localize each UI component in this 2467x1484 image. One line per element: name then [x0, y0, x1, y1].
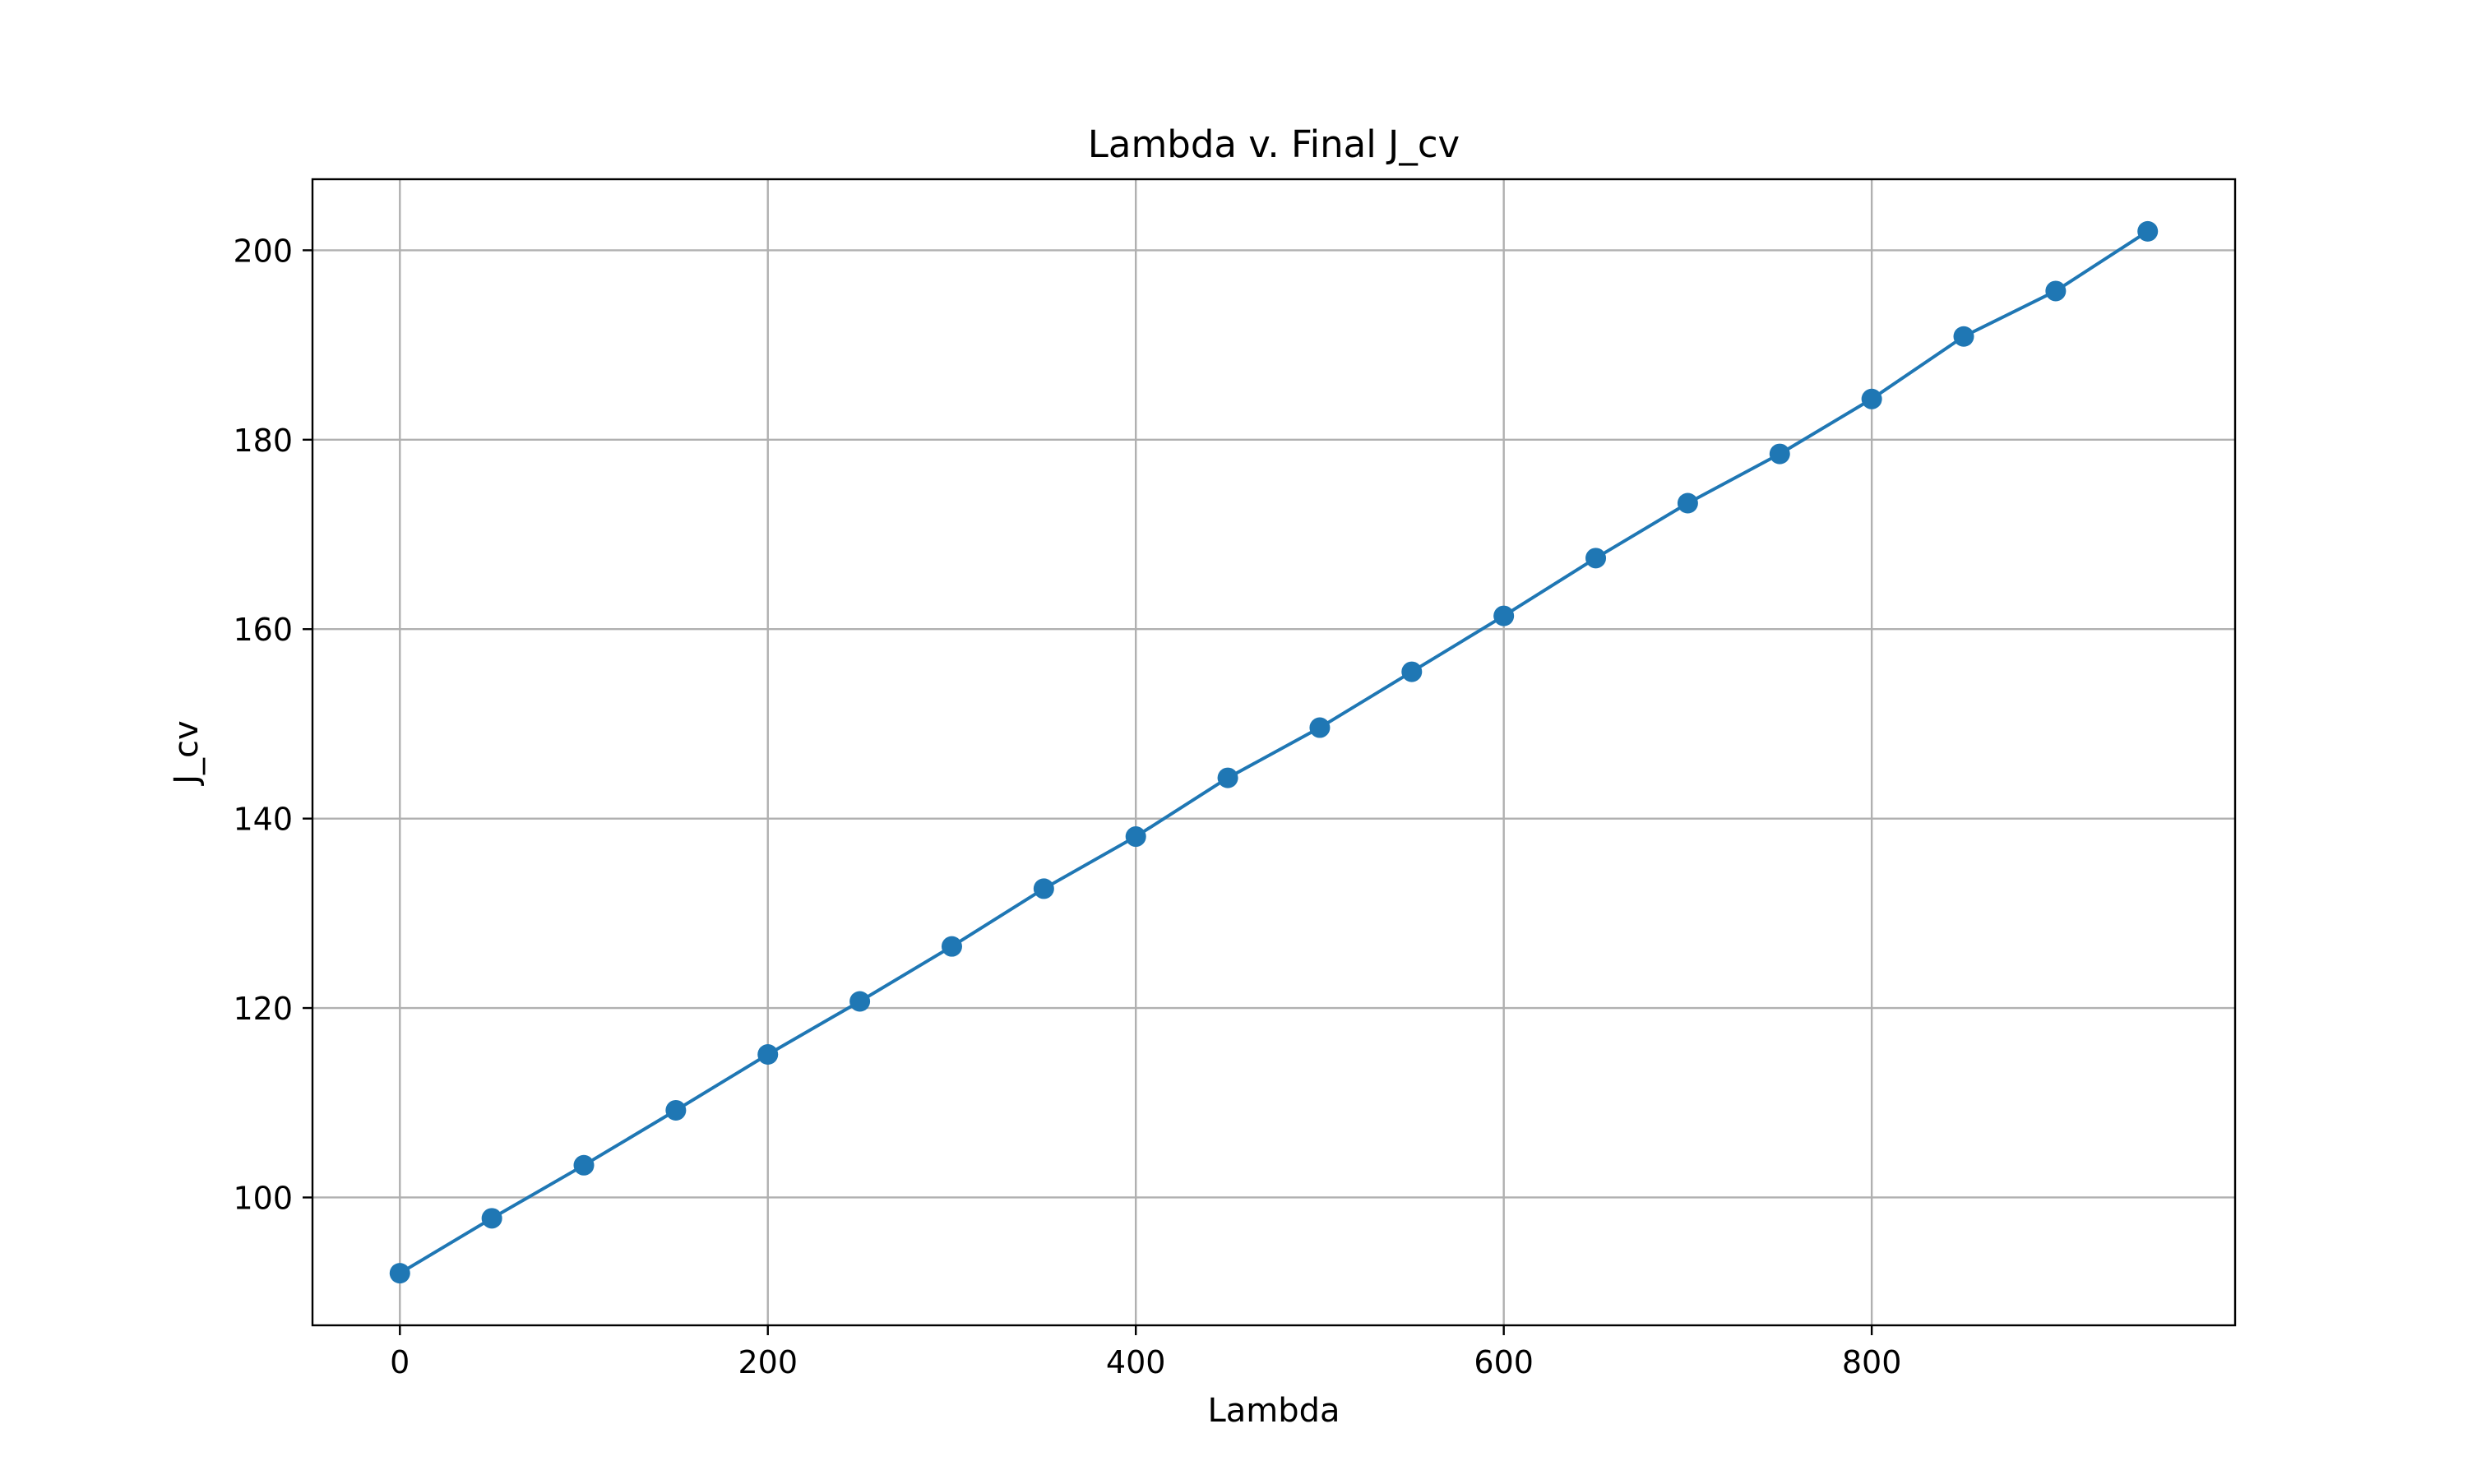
data-point-17: [1953, 326, 1974, 347]
x-tick-label-2: 400: [1106, 1344, 1166, 1380]
x-tick-label-1: 200: [738, 1344, 798, 1380]
data-point-18: [2045, 280, 2067, 302]
series-line-0: [397, 229, 2150, 1276]
data-point-5: [849, 991, 871, 1012]
data-point-13: [1585, 548, 1607, 569]
data-point-8: [1125, 826, 1146, 848]
y-tick-label-1: 120: [233, 991, 293, 1027]
data-point-1: [481, 1208, 502, 1229]
x-axis-label: Lambda: [1207, 1392, 1340, 1430]
grid: [312, 179, 2235, 1325]
ticks: 0 200 400 600 800 100 120 140 160 180 200: [233, 233, 1901, 1380]
data-point-4: [757, 1044, 779, 1066]
data-point-15: [1769, 443, 1790, 465]
data-point-12: [1493, 605, 1515, 626]
y-tick-label-3: 160: [233, 612, 293, 648]
y-tick-label-4: 180: [233, 423, 293, 459]
data-point-11: [1401, 661, 1423, 682]
data-point-6: [941, 936, 962, 957]
data-point-7: [1033, 878, 1054, 899]
x-tick-label-0: 0: [390, 1344, 410, 1380]
data-point-3: [665, 1099, 687, 1121]
chart-title: Lambda v. Final J_cv: [1088, 123, 1460, 166]
data-point-0: [389, 1263, 410, 1284]
x-tick-label-4: 800: [1842, 1344, 1902, 1380]
data-point-10: [1309, 717, 1331, 738]
data-point-19: [2137, 220, 2159, 242]
plot-frame: [311, 178, 2237, 1327]
y-tick-label-5: 200: [233, 233, 293, 269]
data-point-14: [1677, 492, 1698, 514]
data-point-9: [1217, 767, 1238, 788]
series: [389, 220, 2159, 1284]
x-tick-label-3: 600: [1474, 1344, 1534, 1380]
data-point-16: [1861, 388, 1882, 409]
y-tick-label-2: 140: [233, 802, 293, 838]
y-axis-label: J_cv: [168, 720, 206, 786]
y-tick-label-0: 100: [233, 1180, 293, 1216]
data-point-2: [573, 1154, 595, 1176]
